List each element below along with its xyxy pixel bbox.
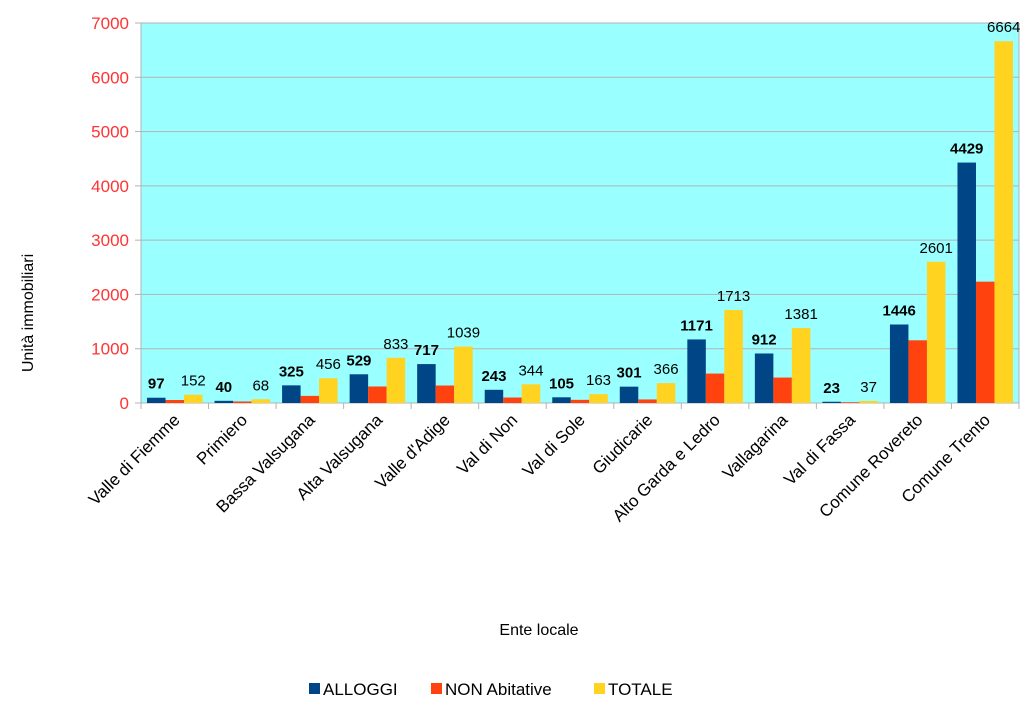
bar-alloggi xyxy=(687,339,706,403)
bar-alloggi xyxy=(754,353,774,403)
x-tick-label: Primiero xyxy=(193,410,251,468)
data-label: 97 xyxy=(148,376,165,393)
data-label: 6664 xyxy=(987,19,1020,36)
y-tick-label: 5000 xyxy=(91,123,129,142)
legend-swatch xyxy=(594,683,605,694)
plot-area xyxy=(140,22,1020,404)
bar-alloggi xyxy=(282,385,301,403)
data-label: 717 xyxy=(414,342,439,359)
bar-alloggi xyxy=(552,397,571,403)
bars xyxy=(147,41,1013,404)
bar-alloggi xyxy=(214,400,234,403)
legend: ALLOGGI NON Abitative TOTALE xyxy=(309,680,673,699)
data-label: 833 xyxy=(383,336,408,353)
data-label: 1713 xyxy=(717,288,750,305)
bar-totale xyxy=(521,384,541,403)
data-label: 1039 xyxy=(447,325,480,342)
data-label: 40 xyxy=(215,379,232,396)
bar-totale xyxy=(791,328,811,403)
data-label: 152 xyxy=(181,373,206,390)
data-label: 1171 xyxy=(680,317,713,334)
y-tick-label: 3000 xyxy=(91,231,129,250)
bar-alloggi xyxy=(619,386,639,403)
bar-non-abitative xyxy=(705,373,725,403)
data-label: 105 xyxy=(549,375,574,392)
bar-non-abitative xyxy=(908,340,927,403)
bar-totale xyxy=(656,383,676,403)
x-tick-label: Val di Sole xyxy=(519,410,589,480)
y-tick-label: 2000 xyxy=(91,285,129,304)
bar-totale xyxy=(994,41,1013,404)
bar-totale xyxy=(251,399,271,403)
y-tick-label: 7000 xyxy=(91,14,129,33)
y-tick-label: 1000 xyxy=(91,340,129,359)
bar-totale xyxy=(589,394,608,403)
bar-non-abitative xyxy=(300,395,320,403)
bar-totale xyxy=(724,310,743,403)
y-tick-label: 6000 xyxy=(91,68,129,87)
bar-totale xyxy=(386,357,406,403)
data-label: 344 xyxy=(518,362,543,379)
bar-alloggi xyxy=(417,364,436,403)
bar-non-abitative xyxy=(233,401,252,403)
data-label: 23 xyxy=(823,380,840,397)
bar-non-abitative xyxy=(570,399,590,403)
bar-totale xyxy=(926,261,946,403)
y-axis-ticks: 0 1000 2000 3000 4000 5000 6000 7000 xyxy=(91,14,129,413)
data-label: 529 xyxy=(346,352,371,369)
data-labels: 97 40 325 529 717 243 105 301 1171 912 23 1446 4429 1… xyxy=(148,19,1020,397)
bar-alloggi xyxy=(889,324,909,403)
data-label: 37 xyxy=(860,379,877,396)
bar-non-abitative xyxy=(840,402,860,403)
data-label: 1381 xyxy=(784,306,817,323)
bar-non-abitative xyxy=(165,400,185,403)
data-label: 1446 xyxy=(883,303,916,320)
bar-totale xyxy=(184,394,203,403)
data-label: 163 xyxy=(586,372,611,389)
x-tick-label: Valle di Fiemme xyxy=(85,410,184,509)
data-label: 2601 xyxy=(920,240,953,257)
x-tick-label: Val di Non xyxy=(453,410,521,478)
data-label: 68 xyxy=(252,377,269,394)
y-tick-label: 0 xyxy=(120,394,129,413)
x-tick-label: Vallagarina xyxy=(719,410,792,483)
bar-alloggi xyxy=(957,162,976,403)
x-tick-label: Giudicarie xyxy=(589,410,657,478)
bar-alloggi xyxy=(147,397,166,403)
data-label: 301 xyxy=(617,365,642,382)
y-axis-title: Unità immobiliari xyxy=(20,254,37,372)
bar-non-abitative xyxy=(975,281,995,403)
legend-swatch xyxy=(431,683,442,694)
legend-label: NON Abitative xyxy=(445,680,552,699)
data-label: 325 xyxy=(279,363,304,380)
bar-non-abitative xyxy=(435,385,455,403)
data-label: 912 xyxy=(752,331,777,348)
data-label: 456 xyxy=(316,356,341,373)
bar-alloggi xyxy=(484,389,504,403)
bar-totale xyxy=(319,378,338,403)
bar-alloggi xyxy=(822,401,841,403)
legend-label: TOTALE xyxy=(608,680,673,699)
bar-non-abitative xyxy=(638,399,657,403)
bar-non-abitative xyxy=(503,397,522,403)
y-tick-label: 4000 xyxy=(91,177,129,196)
x-axis-title: Ente locale xyxy=(499,622,578,639)
legend-label: ALLOGGI xyxy=(323,680,398,699)
data-label: 4429 xyxy=(950,141,983,158)
bar-alloggi xyxy=(349,374,369,403)
data-label: 366 xyxy=(654,361,679,378)
legend-swatch xyxy=(309,683,320,694)
bar-totale xyxy=(859,400,878,403)
bar-non-abitative xyxy=(368,386,387,403)
gridlines xyxy=(135,22,1020,409)
data-label: 243 xyxy=(481,368,506,385)
bar-totale xyxy=(454,346,473,403)
bar-non-abitative xyxy=(773,377,792,403)
